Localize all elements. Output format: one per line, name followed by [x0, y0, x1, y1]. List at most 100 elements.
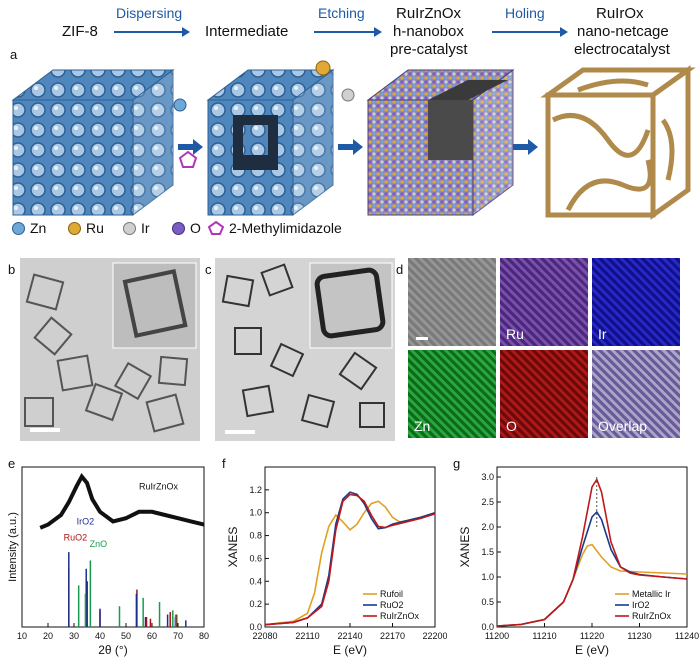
reference-label: ZnO: [90, 539, 108, 549]
x-tick-label: 22110: [295, 631, 319, 641]
label-intermediate: Intermediate: [205, 23, 289, 40]
pentagon-icon: [208, 221, 224, 235]
zif8-cube: [11, 69, 175, 216]
scale-bar: [30, 428, 60, 432]
panel-label-f: f: [222, 456, 226, 471]
haadf-image: [408, 258, 496, 346]
x-tick-label: 80: [199, 631, 209, 641]
y-axis-label: XANES: [226, 527, 240, 568]
y-tick-label: 1.2: [249, 485, 262, 495]
plot-frame: [264, 466, 436, 628]
x-axis-label: 2θ (°): [98, 643, 127, 657]
legend-o: O: [172, 220, 201, 236]
x-tick-label: 11240: [675, 631, 699, 641]
y-tick-label: 0.6: [249, 553, 262, 563]
y-tick-label: 2.5: [481, 497, 494, 507]
label-etching: Etching: [318, 5, 365, 21]
scale-bar: [225, 430, 255, 434]
arrow-3: [513, 139, 538, 155]
y-tick-label: 0.8: [249, 531, 262, 541]
y-tick-label: 1.0: [249, 508, 262, 518]
y-tick-label: 1.0: [481, 572, 494, 582]
x-tick-label: 50: [121, 631, 131, 641]
label-dispersing: Dispersing: [116, 5, 183, 21]
label-precatalyst-2: h-nanobox: [393, 23, 464, 40]
arrow-1: [178, 139, 203, 155]
label-holing: Holing: [505, 5, 545, 21]
series-line: [496, 510, 688, 627]
x-axis-label: E (eV): [575, 643, 609, 657]
reference-label: RuO2: [64, 533, 88, 543]
label-final-3: electrocatalyst: [574, 41, 670, 58]
series-line: [264, 493, 436, 626]
y-tick-label: 1.5: [481, 547, 494, 557]
arrow-etching: [314, 27, 382, 37]
legend-ir: Ir: [123, 220, 150, 236]
ir-xanes-chart: 11200 11210 11220 11230 11240 0.0 0.5 1.0 1.5 2.0…: [458, 466, 699, 657]
x-tick-label: 60: [147, 631, 157, 641]
intermediate-cube: [173, 60, 355, 216]
x-tick-label: 11210: [532, 631, 556, 641]
ru-xanes-chart: 22080 22110 22140 22170 22200 0.0 0.2 0.4 0.6 0.8…: [226, 466, 447, 657]
x-tick-label: 11220: [580, 631, 604, 641]
map-zn: Zn: [408, 350, 496, 438]
map-o: O: [500, 350, 588, 438]
o-ball-icon: [172, 221, 185, 235]
label-final-1: RuIrOx: [596, 5, 644, 22]
legend-label: Rufoil: [380, 589, 403, 599]
y-tick-label: 0.0: [481, 622, 494, 632]
reference-label: IrO2: [77, 517, 95, 527]
y-axis-label: XANES: [458, 527, 472, 568]
legend-label: IrO2: [632, 600, 650, 610]
y-tick-label: 0.2: [249, 599, 262, 609]
map-ir: Ir: [592, 258, 680, 346]
x-tick-label: 70: [173, 631, 183, 641]
map-ru: Ru: [500, 258, 588, 346]
scale-bar: [416, 337, 428, 340]
panel-label-g: g: [453, 456, 461, 471]
schematic-illustration: [11, 60, 696, 220]
tem-image-c: [215, 258, 395, 441]
plot-frame: [21, 466, 205, 628]
series-label: RuIrZnOx: [139, 481, 179, 491]
y-tick-label: 3.0: [481, 472, 494, 482]
x-tick-label: 20: [43, 631, 53, 641]
precatalyst-cube: [366, 69, 515, 216]
y-axis-label: Intensity (a.u.): [7, 512, 19, 582]
x-tick-label: 40: [95, 631, 105, 641]
xrd-chart: 10 20 30 40 50 60 70 80 2θ (°) Intensity (a.u.) Ru…: [7, 466, 209, 657]
series-line: [496, 477, 688, 627]
label-final-2: nano-netcage: [577, 23, 669, 40]
y-tick-label: 0.0: [249, 622, 262, 632]
x-tick-label: 22140: [337, 631, 362, 641]
x-tick-label: 11230: [627, 631, 651, 641]
arrow-2: [338, 139, 363, 155]
x-tick-label: 10: [17, 631, 27, 641]
panel-label-d: d: [396, 262, 404, 277]
arrow-dispersing: [114, 27, 190, 37]
legend-label: RuO2: [380, 600, 404, 610]
legend-label: RuIrZnOx: [632, 611, 672, 621]
legend-mim: 2-Methylimidazole: [208, 220, 342, 236]
legend-label: Metallic Ir: [632, 589, 671, 599]
x-tick-label: 30: [69, 631, 79, 641]
panel-label-e: e: [8, 456, 16, 471]
y-tick-label: 0.4: [249, 576, 262, 586]
panel-label-a: a: [10, 47, 18, 62]
arrow-holing: [492, 27, 568, 37]
legend-label: RuIrZnOx: [380, 611, 420, 621]
x-tick-label: 22080: [252, 631, 277, 641]
panel-label-c: c: [205, 262, 212, 277]
x-tick-label: 11200: [485, 631, 509, 641]
x-tick-label: 22200: [422, 631, 447, 641]
label-precatalyst-1: RuIrZnOx: [396, 5, 462, 22]
y-tick-label: 2.0: [481, 522, 494, 532]
xrd-pattern: [39, 473, 205, 530]
legend-zn: Zn: [12, 220, 46, 236]
y-tick-label: 0.5: [481, 597, 494, 607]
label-precatalyst-3: pre-catalyst: [390, 41, 468, 58]
x-axis-label: E (eV): [333, 643, 367, 657]
map-overlap: Overlap: [592, 350, 680, 438]
tem-image-b: [20, 258, 200, 441]
netcage-cube: [540, 65, 696, 220]
